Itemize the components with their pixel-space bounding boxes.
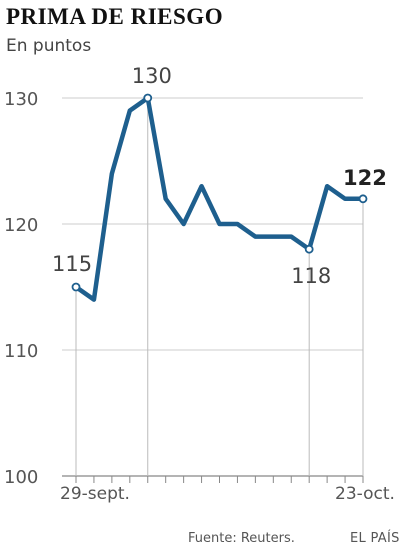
chart-title: PRIMA DE RIESGO: [6, 4, 224, 29]
publisher-logo-text: EL PAÍS: [350, 531, 400, 546]
x-tick-label: 23-oct.: [335, 484, 395, 504]
data-label: 122: [343, 166, 387, 190]
series-line: [73, 95, 366, 302]
y-tick-label: 130: [4, 89, 38, 110]
data-label: 130: [132, 64, 172, 88]
y-tick-label: 100: [4, 467, 38, 488]
y-tick-label: 120: [4, 215, 38, 236]
chart-subtitle: En puntos: [6, 36, 92, 56]
data-point-marker: [358, 194, 368, 204]
data-point-marker: [304, 244, 314, 254]
data-label: 115: [52, 252, 92, 276]
source-note: Fuente: Reuters.: [188, 531, 295, 546]
data-point-marker: [71, 282, 81, 292]
x-tick-label: 29-sept.: [60, 484, 130, 504]
data-point-marker: [143, 93, 153, 103]
data-label: 118: [291, 264, 331, 288]
y-tick-label: 110: [4, 341, 38, 362]
